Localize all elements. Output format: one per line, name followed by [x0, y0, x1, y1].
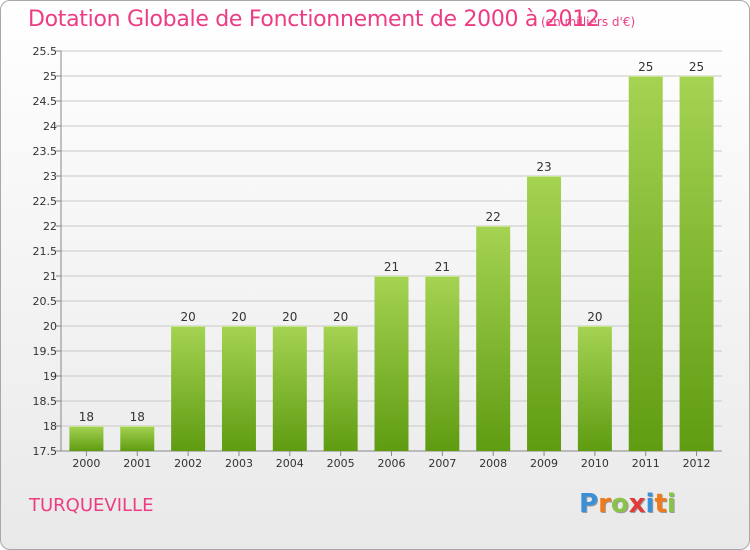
bar	[476, 226, 511, 451]
bar	[374, 276, 409, 451]
y-tick-label: 18.5	[33, 395, 58, 408]
bar	[679, 76, 714, 451]
value-label: 21	[384, 260, 399, 274]
logo-letter: P	[579, 489, 599, 519]
proxiti-logo: Proxiti	[579, 489, 676, 519]
value-labels: 18 18 20 20 20 20 21 21 22 23 20 25 25	[79, 60, 704, 424]
bar	[69, 426, 104, 451]
x-tick-label: 2001	[123, 457, 151, 470]
y-tick-label: 25.5	[33, 45, 58, 58]
bar	[577, 326, 612, 451]
value-label: 25	[689, 60, 704, 74]
bar	[323, 326, 358, 451]
x-tick-label: 2011	[632, 457, 660, 470]
bar	[272, 326, 307, 451]
logo-letter: r	[598, 489, 611, 519]
y-tick-label: 22.5	[33, 195, 58, 208]
y-tick-label: 20	[43, 320, 57, 333]
value-label: 25	[638, 60, 653, 74]
logo-letter: i	[666, 489, 676, 519]
x-tick-label: 2012	[683, 457, 711, 470]
chart-title: Dotation Globale de Fonctionnement de 20…	[28, 7, 600, 32]
x-tick-label: 2007	[428, 457, 456, 470]
x-tick-label: 2004	[276, 457, 304, 470]
y-tick-labels: 17.5 18 18.5 19 19.5 20 20.5 21 21.5 22 22.5 23 23.5…	[33, 45, 58, 458]
bar	[628, 76, 663, 451]
bar	[171, 326, 206, 451]
value-label: 20	[333, 310, 348, 324]
y-tick-label: 19	[43, 370, 57, 383]
bar	[425, 276, 460, 451]
y-tick-label: 20.5	[33, 295, 58, 308]
value-label: 22	[486, 210, 501, 224]
value-label: 18	[130, 410, 145, 424]
logo-letter: x	[628, 489, 646, 519]
x-tick-label: 2003	[225, 457, 253, 470]
y-tick-label: 17.5	[33, 445, 58, 458]
logo-letter: o	[610, 489, 629, 519]
bar	[221, 326, 256, 451]
value-label: 23	[536, 160, 551, 174]
y-tick-label: 23	[43, 170, 57, 183]
units-note: (en milliers d'€)	[541, 15, 636, 29]
y-tick-label: 24	[43, 120, 57, 133]
x-tick-label: 2002	[174, 457, 202, 470]
x-tick-label: 2005	[327, 457, 355, 470]
value-label: 21	[435, 260, 450, 274]
y-tick-label: 24.5	[33, 95, 58, 108]
value-label: 20	[180, 310, 195, 324]
y-tick-label: 21	[43, 270, 57, 283]
y-tick-label: 25	[43, 70, 57, 83]
bar	[527, 176, 562, 451]
value-label: 20	[231, 310, 246, 324]
x-tick-label: 2009	[530, 457, 558, 470]
value-label: 18	[79, 410, 94, 424]
y-tick-label: 19.5	[33, 345, 58, 358]
logo-letter: i	[645, 489, 655, 519]
value-label: 20	[587, 310, 602, 324]
bars	[69, 76, 714, 451]
y-tick-label: 23.5	[33, 145, 58, 158]
x-tick-label: 2008	[479, 457, 507, 470]
x-tick-label: 2006	[378, 457, 406, 470]
bar	[120, 426, 155, 451]
logo-letter: t	[654, 489, 667, 519]
y-tick-label: 18	[43, 420, 57, 433]
x-tick-label: 2010	[581, 457, 609, 470]
x-tick-label: 2000	[72, 457, 100, 470]
value-label: 20	[282, 310, 297, 324]
commune-name: TURQUEVILLE	[29, 495, 154, 516]
y-tick-label: 22	[43, 220, 57, 233]
x-tick-labels: 2000 2001 2002 2003 2004 2005 2006 2007 2008 2009…	[72, 451, 711, 470]
y-tick-label: 21.5	[33, 245, 58, 258]
